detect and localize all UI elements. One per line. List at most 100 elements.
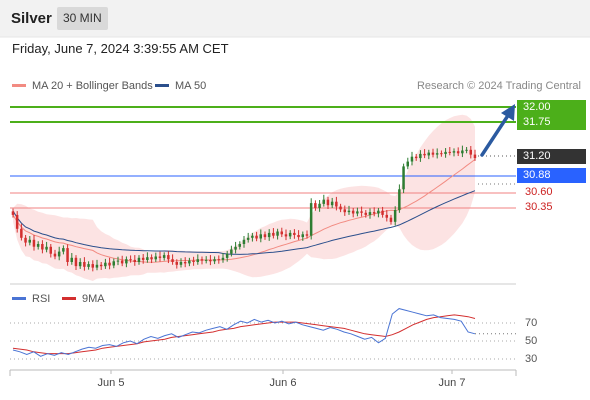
rsi-tick-30: 30: [525, 353, 538, 365]
candle-body: [108, 262, 111, 266]
rsi-line: [12, 308, 476, 357]
candle-body: [234, 246, 237, 250]
candle-body: [444, 151, 447, 154]
resistance-level-2: 31.75: [523, 116, 551, 128]
candle-body: [167, 255, 170, 260]
candle-body: [318, 203, 321, 208]
legend-ma20-label: MA 20 + Bollinger Bands: [32, 80, 153, 92]
forecast-arrow-shaft: [480, 115, 509, 157]
candle-body: [351, 210, 355, 214]
candle-body: [36, 244, 40, 247]
candle-body: [389, 217, 393, 222]
candle-body: [410, 156, 414, 162]
candle-body: [267, 232, 271, 238]
candle-body: [347, 210, 351, 213]
candle-body: [423, 153, 426, 156]
candle-body: [364, 212, 367, 215]
candle-body: [276, 231, 279, 236]
candle-body: [339, 206, 342, 210]
candle-body: [225, 253, 229, 258]
x-label-jun5: Jun 5: [97, 377, 125, 389]
candle-body: [343, 209, 346, 213]
candle-body: [440, 153, 443, 155]
candle-body: [419, 153, 422, 159]
bollinger-band: [13, 114, 475, 281]
legend-rsi-label: RSI: [32, 293, 51, 305]
legend-rsi-ma-label: 9MA: [82, 293, 105, 305]
candle-body: [360, 211, 363, 213]
candle-body: [461, 150, 464, 154]
candle-body: [183, 262, 187, 264]
candle-body: [150, 257, 153, 260]
resistance-level-1: 32.00: [523, 101, 551, 113]
candle-body: [133, 259, 136, 262]
candle-body: [116, 260, 120, 262]
candle-body: [372, 212, 376, 214]
candle-body: [381, 210, 384, 215]
x-label-jun6: Jun 6: [269, 377, 297, 389]
pivot-level: 30.88: [523, 169, 551, 181]
candle-body: [179, 262, 183, 265]
instrument-title: Silver: [11, 10, 52, 27]
candle-body: [393, 210, 397, 222]
rsi-ma-line: [12, 314, 476, 355]
candle-body: [452, 151, 456, 153]
candle-body: [309, 203, 313, 236]
candle-body: [293, 232, 296, 235]
legend-ma50: MA 50: [155, 80, 206, 92]
legend-ma20-swatch: [12, 83, 26, 87]
candle-body: [377, 210, 380, 214]
candle-body: [24, 237, 27, 243]
candle-body: [427, 152, 430, 156]
candle-body: [406, 161, 409, 167]
forecast-arrow-head: [501, 104, 515, 121]
rsi-tick-50: 50: [525, 335, 538, 347]
candle-body: [112, 261, 115, 266]
candle-body: [314, 203, 317, 208]
x-label-jun7: Jun 7: [438, 377, 466, 389]
legend-rsi: RSI: [12, 293, 50, 305]
candle-body: [66, 248, 69, 262]
ma50-line: [12, 190, 476, 255]
candle-body: [74, 257, 78, 267]
candle-body: [91, 264, 94, 268]
legend-ma50-swatch: [155, 83, 169, 87]
candle-body: [99, 264, 103, 267]
candle-body: [78, 262, 82, 267]
candle-body: [57, 251, 61, 257]
candle-body: [95, 264, 99, 268]
candle-body: [141, 257, 145, 260]
candle-body: [414, 156, 418, 159]
candle-body: [469, 149, 472, 155]
candle-body: [465, 149, 468, 151]
candle-body: [297, 235, 300, 238]
support-level-2: 30.35: [525, 201, 553, 213]
last-price-tag: 31.20: [517, 149, 586, 164]
timeframe-badge[interactable]: 30 MIN: [57, 7, 108, 30]
candle-body: [53, 253, 57, 257]
last-price: 31.20: [523, 150, 551, 162]
legend-rsi-ma-swatch: [62, 296, 76, 300]
chart-header: Silver 30 MIN: [0, 0, 590, 37]
candle-body: [129, 259, 132, 261]
resistance-level-tag-2: 31.75: [517, 115, 586, 130]
candle-body: [11, 211, 15, 215]
legend-rsi-ma: 9MA: [62, 293, 105, 305]
candle-body: [330, 201, 334, 206]
support-level-1: 30.60: [525, 186, 553, 198]
candle-body: [263, 234, 267, 238]
candle-body: [288, 232, 292, 237]
legend-ma20: MA 20 + Bollinger Bands: [12, 80, 153, 92]
candle-body: [49, 246, 52, 254]
candle-body: [322, 199, 325, 204]
candle-body: [162, 255, 166, 258]
candle-body: [45, 246, 48, 250]
resistance-level-tag: 32.00: [517, 100, 586, 115]
candle-body: [448, 151, 451, 153]
candle-body: [280, 231, 283, 235]
candle-body: [28, 239, 31, 243]
candle-body: [204, 259, 208, 261]
candle-body: [62, 248, 65, 252]
candle-body: [385, 214, 388, 218]
candle-body: [326, 199, 330, 206]
